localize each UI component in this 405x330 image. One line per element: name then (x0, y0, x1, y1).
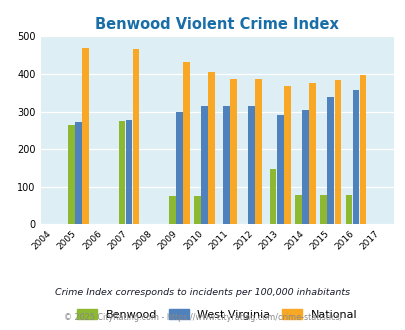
Bar (255, 79, 261, 224)
Bar (230, 79, 236, 224)
Bar (327, 97, 333, 224)
Bar (208, 72, 214, 224)
Legend: Benwood, West Virginia, National: Benwood, West Virginia, National (72, 305, 361, 324)
Bar (125, 120, 132, 224)
Bar (118, 121, 125, 224)
Text: Crime Index corresponds to incidents per 100,000 inhabitants: Crime Index corresponds to incidents per… (55, 287, 350, 297)
Bar (345, 195, 351, 224)
Bar (68, 125, 75, 224)
Bar (82, 48, 89, 224)
Bar (201, 106, 207, 224)
Bar (168, 196, 175, 224)
Bar (320, 195, 326, 224)
Bar (284, 86, 290, 224)
Bar (276, 115, 283, 224)
Bar (248, 106, 254, 224)
Bar (75, 122, 81, 224)
Bar (176, 112, 182, 224)
Bar (269, 169, 276, 224)
Bar (301, 110, 308, 224)
Bar (352, 90, 358, 224)
Text: © 2025 CityRating.com - https://www.cityrating.com/crime-statistics/: © 2025 CityRating.com - https://www.city… (64, 313, 341, 322)
Bar (294, 195, 301, 224)
Bar (132, 49, 139, 224)
Bar (194, 196, 200, 224)
Bar (183, 62, 189, 224)
Bar (334, 80, 340, 224)
Title: Benwood Violent Crime Index: Benwood Violent Crime Index (95, 17, 338, 32)
Bar (309, 83, 315, 224)
Bar (222, 106, 229, 224)
Bar (359, 75, 365, 224)
